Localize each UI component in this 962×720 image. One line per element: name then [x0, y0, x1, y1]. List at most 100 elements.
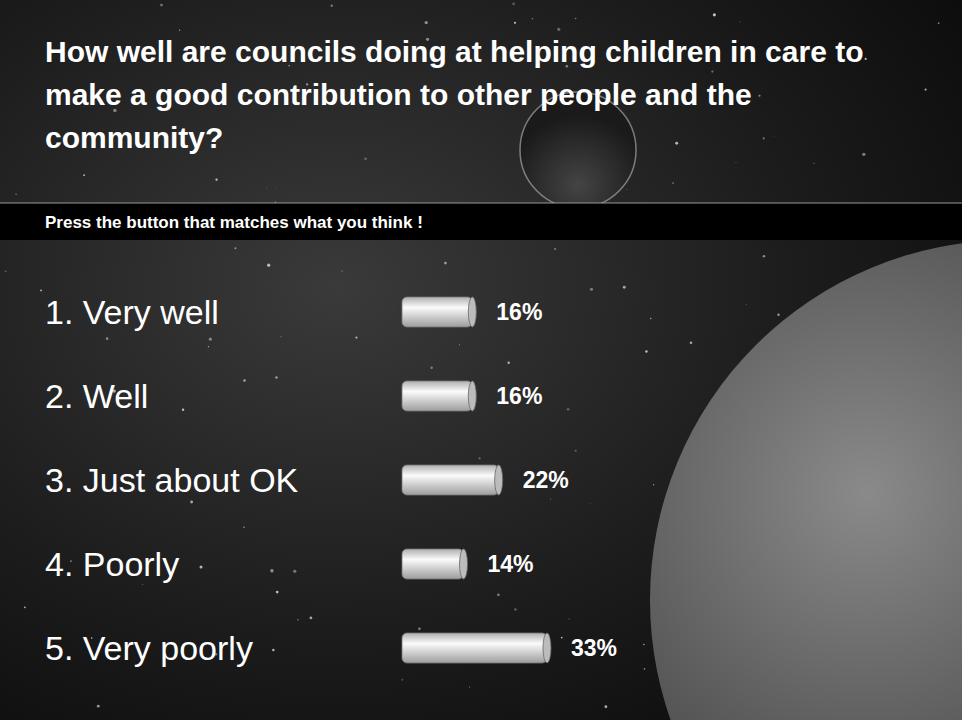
planet: [650, 240, 962, 720]
star: [243, 526, 244, 527]
star: [532, 18, 533, 19]
star: [160, 4, 163, 7]
star: [575, 18, 577, 20]
bar: [402, 381, 472, 411]
star: [15, 193, 16, 194]
star: [675, 142, 678, 145]
star: [763, 255, 765, 257]
star: [266, 187, 268, 189]
star: [341, 270, 342, 271]
star: [418, 627, 421, 630]
bar-cap: [543, 633, 551, 663]
star: [393, 309, 395, 311]
star: [497, 593, 500, 596]
category-label: 4. Poorly: [45, 545, 179, 583]
data-label: 16%: [496, 299, 542, 325]
star: [550, 498, 552, 500]
star: [401, 679, 403, 681]
star: [938, 22, 940, 24]
star: [459, 344, 461, 346]
bar-cap: [460, 549, 468, 579]
star: [653, 484, 654, 485]
star: [280, 336, 282, 338]
star: [512, 2, 515, 5]
band-line: [0, 203, 962, 204]
star: [199, 566, 202, 569]
category-labels: 1. Very well 2. Well 3. Just about OK 4. Po…: [45, 293, 299, 667]
star: [272, 649, 274, 651]
data-label: 22%: [523, 467, 569, 493]
bar: [402, 549, 464, 579]
star: [643, 644, 644, 645]
star: [590, 288, 593, 291]
star: [777, 314, 779, 316]
star: [430, 367, 432, 369]
category-label: 2. Well: [45, 377, 148, 415]
title: How well are councils doing at helping c…: [45, 35, 863, 154]
star: [739, 21, 741, 23]
star: [270, 569, 273, 572]
category-label: 3. Just about OK: [45, 461, 299, 499]
star: [190, 501, 193, 504]
star: [208, 346, 209, 347]
star: [179, 30, 180, 31]
star: [24, 606, 26, 608]
star: [514, 22, 516, 24]
star: [293, 570, 296, 573]
star: [575, 450, 577, 452]
bar: [402, 465, 499, 495]
star: [773, 135, 775, 137]
star: [331, 5, 333, 7]
star: [690, 342, 693, 345]
star: [713, 13, 716, 16]
star: [507, 361, 510, 364]
star: [142, 584, 144, 586]
star: [672, 182, 674, 184]
subtitle: Press the button that matches what you t…: [45, 213, 423, 232]
star: [209, 338, 212, 341]
star: [364, 157, 367, 160]
category-label: 5. Very poorly: [45, 629, 253, 667]
star: [567, 408, 569, 410]
star: [568, 618, 569, 619]
star: [865, 58, 867, 60]
star: [243, 379, 245, 381]
star: [275, 376, 278, 379]
star: [40, 290, 42, 292]
bar: [402, 297, 472, 327]
star: [267, 264, 270, 267]
bar-cap: [468, 381, 476, 411]
star: [554, 248, 556, 250]
star: [469, 686, 470, 687]
star: [589, 503, 591, 505]
star: [604, 705, 607, 708]
star: [234, 247, 236, 249]
star: [276, 591, 279, 594]
star: [653, 295, 655, 297]
star: [644, 668, 646, 670]
star: [310, 617, 313, 620]
data-label: 33%: [571, 635, 617, 661]
category-label: 1. Very well: [45, 293, 219, 331]
star: [215, 179, 217, 181]
star: [645, 350, 647, 352]
star: [444, 262, 447, 265]
bar-cap: [468, 297, 476, 327]
star: [182, 408, 184, 410]
data-labels: 16%16%22%14%33%: [488, 299, 618, 661]
star: [297, 619, 298, 620]
star: [626, 189, 627, 190]
subtitle-band: [0, 203, 962, 240]
star: [711, 70, 713, 72]
star: [5, 270, 7, 272]
data-label: 16%: [496, 383, 542, 409]
star: [763, 137, 765, 139]
star: [97, 705, 100, 708]
star: [561, 637, 563, 639]
bar: [402, 633, 547, 663]
star: [479, 457, 481, 459]
star: [623, 286, 626, 289]
star: [735, 162, 736, 163]
bar-cap: [495, 465, 503, 495]
star: [276, 187, 278, 189]
